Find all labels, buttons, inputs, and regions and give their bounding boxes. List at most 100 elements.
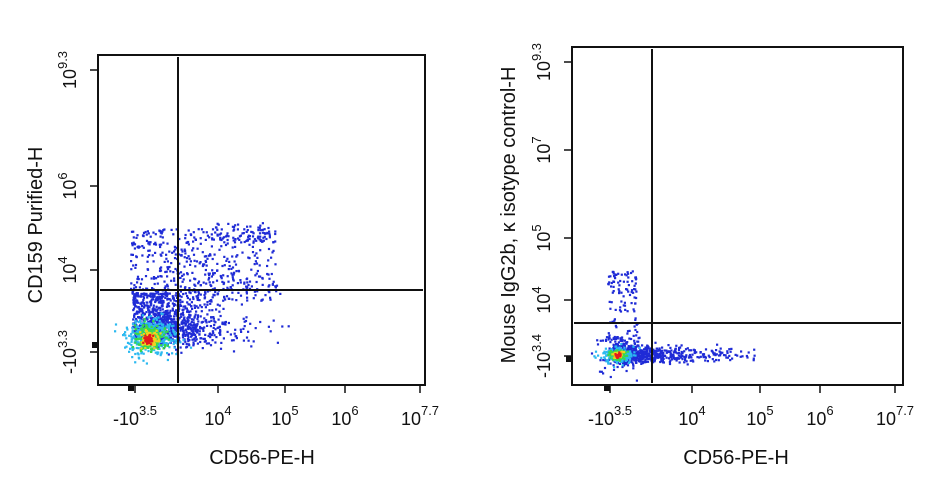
event-dot	[150, 302, 153, 305]
event-dot	[154, 319, 157, 322]
event-dot	[172, 329, 175, 332]
event-dot	[615, 356, 618, 359]
event-dot	[615, 362, 618, 365]
event-dot	[240, 330, 243, 333]
event-dot	[668, 362, 672, 366]
event-dot	[254, 294, 257, 297]
event-dot	[143, 344, 146, 347]
event-dot	[138, 333, 141, 336]
event-dot	[239, 328, 242, 331]
event-dot	[274, 263, 277, 266]
event-dot	[164, 336, 167, 339]
event-dot	[146, 230, 149, 233]
left-xlabel: CD56-PE-H	[209, 447, 315, 469]
event-dot	[250, 285, 253, 288]
event-dot	[196, 331, 199, 334]
event-dot	[224, 323, 227, 326]
event-dot	[154, 299, 157, 303]
event-dot	[172, 271, 175, 274]
event-dot	[665, 351, 668, 354]
event-dot	[634, 357, 637, 360]
event-dot	[136, 277, 139, 281]
event-dot	[134, 297, 137, 300]
event-dot	[267, 273, 270, 276]
event-dot	[611, 291, 614, 294]
event-dot	[182, 314, 185, 317]
event-dot	[626, 350, 629, 353]
event-dot	[154, 351, 157, 354]
event-dot	[608, 351, 611, 354]
event-dot	[729, 350, 732, 353]
event-dot	[613, 275, 616, 278]
event-dot	[223, 264, 226, 267]
event-dot	[163, 320, 166, 323]
event-dot	[157, 321, 160, 324]
event-dot	[248, 235, 251, 238]
event-dot	[255, 262, 259, 265]
event-dot	[184, 320, 187, 323]
event-dot	[199, 293, 202, 296]
event-dot	[157, 345, 160, 349]
event-dot	[164, 312, 167, 315]
event-dot	[621, 346, 625, 349]
event-dot	[213, 320, 216, 323]
event-dot	[173, 318, 176, 321]
event-dot	[264, 232, 267, 235]
event-dot	[212, 281, 215, 284]
event-dot	[602, 352, 605, 355]
event-dot	[157, 275, 160, 278]
event-dot	[153, 327, 156, 330]
event-dot	[626, 364, 630, 367]
event-dot	[621, 365, 624, 369]
event-dot	[164, 290, 167, 293]
event-dot	[132, 230, 135, 233]
event-dot	[158, 347, 161, 350]
event-dot	[633, 339, 636, 342]
event-dot	[152, 293, 155, 296]
event-dot	[232, 339, 235, 342]
event-dot	[152, 309, 155, 312]
event-dot	[172, 324, 175, 327]
event-dot	[717, 359, 720, 362]
event-dot	[276, 341, 279, 344]
event-dot	[192, 333, 196, 336]
event-dot	[168, 341, 171, 344]
event-dot	[219, 232, 223, 235]
event-dot	[610, 301, 613, 304]
event-dot	[227, 222, 230, 225]
event-dot	[722, 354, 726, 357]
event-dot	[625, 342, 628, 345]
event-dot	[132, 290, 135, 293]
event-dot	[192, 328, 195, 331]
event-dot	[236, 254, 239, 257]
event-dot	[611, 320, 614, 323]
event-dot	[242, 339, 245, 342]
event-dot	[126, 341, 130, 344]
event-dot	[145, 233, 148, 236]
event-dot	[210, 275, 213, 278]
event-dot	[189, 233, 192, 236]
event-dot	[653, 349, 656, 352]
event-dot	[608, 281, 611, 284]
event-dot	[594, 356, 597, 359]
event-dot	[198, 333, 201, 336]
event-dot	[171, 352, 174, 355]
event-dot	[134, 338, 137, 341]
event-dot	[161, 312, 164, 316]
event-dot	[229, 333, 232, 336]
event-dot	[148, 294, 151, 297]
offscale-marker	[128, 385, 134, 391]
event-dot	[209, 336, 212, 339]
event-dot	[627, 290, 630, 293]
event-dot	[262, 236, 265, 239]
event-dot	[150, 348, 154, 351]
event-dot	[130, 343, 133, 347]
event-dot	[155, 321, 159, 324]
event-dot	[639, 360, 642, 363]
event-dot	[274, 230, 277, 233]
event-dot	[158, 330, 161, 333]
event-dot	[621, 339, 624, 342]
event-dot	[661, 349, 664, 352]
event-dot	[179, 271, 183, 274]
event-dot	[676, 352, 679, 355]
